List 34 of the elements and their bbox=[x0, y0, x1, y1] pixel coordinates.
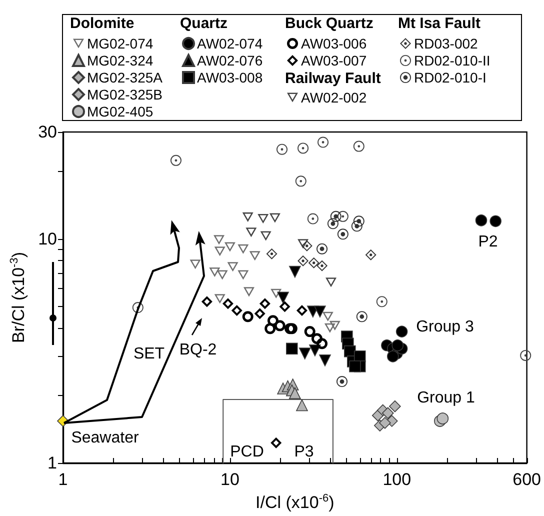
y-tick-label: 30 bbox=[38, 122, 57, 142]
legend-label: MG02-324 bbox=[87, 52, 154, 68]
legend-label: RD02-010-I bbox=[414, 70, 486, 86]
x-tick-label: 10 bbox=[220, 470, 240, 489]
text: Dolomite bbox=[70, 15, 134, 32]
legend-label: AW02-002 bbox=[301, 90, 367, 106]
y-tick-label: 1 bbox=[48, 454, 57, 472]
annotation: Group 3 bbox=[416, 318, 474, 336]
legend-label: AW03-008 bbox=[197, 70, 263, 86]
y-axis-title: Br/Cl (x10-3) bbox=[8, 252, 28, 344]
legend-label: AW03-006 bbox=[301, 36, 367, 52]
annotation: P2 bbox=[478, 234, 498, 250]
annotation: PCD bbox=[230, 444, 264, 460]
legend-label: RD02-010-II bbox=[414, 52, 490, 68]
text: Buck Quartz bbox=[285, 15, 374, 32]
annotation: Seawater bbox=[71, 430, 140, 446]
legend-label: AW03-007 bbox=[301, 52, 367, 68]
legend-label: MG02-074 bbox=[87, 36, 154, 52]
legend-label: AW02-074 bbox=[197, 36, 263, 52]
annotation: BQ-2 bbox=[179, 342, 217, 358]
annotation: Group 1 bbox=[417, 390, 476, 406]
text: Mt Isa Fault bbox=[398, 15, 481, 32]
legend-label: MG02-405 bbox=[87, 104, 154, 120]
x-tick-label: 100 bbox=[382, 470, 412, 489]
y-tick-label: 10 bbox=[38, 229, 57, 248]
legend-label: MG02-325B bbox=[87, 86, 162, 102]
text: Railway Fault bbox=[285, 70, 381, 87]
annotation: SET bbox=[133, 346, 165, 362]
legend-label: RD03-002 bbox=[414, 36, 478, 52]
annotation: P3 bbox=[294, 444, 314, 460]
legend-label: AW02-076 bbox=[197, 52, 263, 68]
text: Quartz bbox=[180, 15, 228, 32]
legend-label: MG02-325A bbox=[87, 70, 164, 86]
x-tick-label: 600 bbox=[512, 470, 542, 489]
